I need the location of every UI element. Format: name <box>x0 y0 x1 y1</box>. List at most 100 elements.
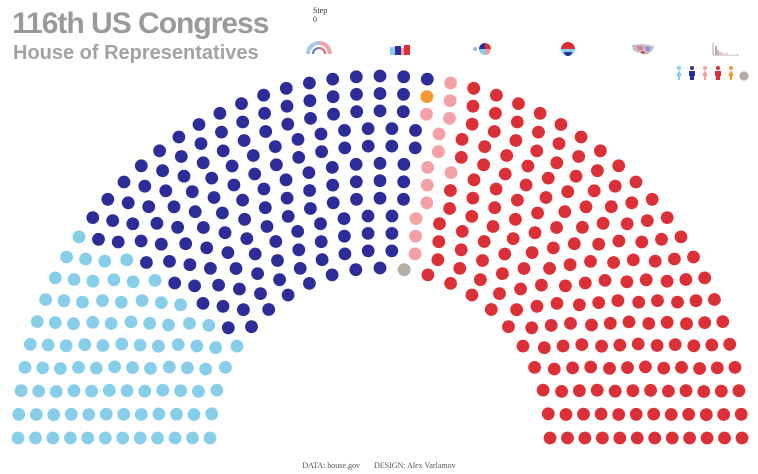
seat[interactable] <box>258 201 272 215</box>
seat[interactable] <box>433 217 446 231</box>
seat[interactable] <box>564 317 577 330</box>
seat[interactable] <box>630 431 644 445</box>
seat[interactable] <box>697 385 711 398</box>
seat[interactable] <box>151 431 165 445</box>
seat[interactable] <box>72 230 86 244</box>
seat[interactable] <box>338 141 352 155</box>
seat[interactable] <box>385 122 399 135</box>
seat[interactable] <box>585 318 598 332</box>
seat[interactable] <box>108 360 121 374</box>
seat[interactable] <box>120 253 134 267</box>
seat[interactable] <box>596 216 610 230</box>
seat[interactable] <box>207 191 221 204</box>
seat[interactable] <box>126 361 139 374</box>
seat[interactable] <box>237 134 251 147</box>
seat[interactable] <box>49 385 63 398</box>
seat[interactable] <box>221 246 235 259</box>
seat[interactable] <box>79 252 92 266</box>
seat[interactable] <box>215 125 228 139</box>
seat[interactable] <box>179 237 193 251</box>
seat[interactable] <box>385 227 399 240</box>
seat[interactable] <box>443 202 456 215</box>
seat[interactable] <box>92 232 105 246</box>
seat[interactable] <box>259 125 273 138</box>
seat[interactable] <box>373 174 387 188</box>
seat[interactable] <box>281 210 295 223</box>
seat[interactable] <box>443 94 457 108</box>
seat[interactable] <box>454 243 468 257</box>
seat[interactable] <box>598 274 612 287</box>
seat[interactable] <box>48 271 62 285</box>
seat[interactable] <box>183 317 196 330</box>
seat[interactable] <box>134 234 148 248</box>
seat[interactable] <box>326 90 340 104</box>
seat[interactable] <box>409 123 422 137</box>
seat[interactable] <box>361 209 375 223</box>
seat[interactable] <box>292 243 306 257</box>
seat[interactable] <box>303 277 316 290</box>
seat[interactable] <box>577 407 590 421</box>
seat[interactable] <box>644 383 657 397</box>
seat[interactable] <box>603 316 617 330</box>
seat[interactable] <box>488 201 502 215</box>
seat[interactable] <box>467 81 481 95</box>
seat[interactable] <box>519 178 533 192</box>
seat[interactable] <box>156 164 170 178</box>
seat[interactable] <box>350 87 363 101</box>
seat[interactable] <box>397 157 411 171</box>
seat[interactable] <box>361 122 375 135</box>
seat[interactable] <box>212 278 226 292</box>
seat[interactable] <box>554 118 568 131</box>
seat[interactable] <box>396 105 410 119</box>
seat[interactable] <box>693 362 706 375</box>
seat[interactable] <box>569 169 583 183</box>
seat[interactable] <box>152 339 165 353</box>
seat[interactable] <box>221 321 235 335</box>
seat[interactable] <box>674 230 688 244</box>
circle-view-button[interactable] <box>553 40 583 60</box>
seat[interactable] <box>202 319 216 332</box>
seat[interactable] <box>190 339 204 353</box>
seat[interactable] <box>133 338 147 352</box>
seat[interactable] <box>168 276 182 290</box>
seat[interactable] <box>154 296 168 309</box>
seat[interactable] <box>432 145 445 159</box>
seat[interactable] <box>280 191 294 205</box>
seat[interactable] <box>665 431 679 445</box>
seat[interactable] <box>159 184 173 198</box>
seat[interactable] <box>262 303 276 316</box>
seat[interactable] <box>12 407 26 421</box>
seat[interactable] <box>41 338 55 352</box>
legend-democrat-male[interactable] <box>688 66 696 85</box>
seat[interactable] <box>154 237 168 251</box>
seat[interactable] <box>718 431 731 445</box>
seat[interactable] <box>645 192 659 206</box>
seat[interactable] <box>216 144 230 158</box>
seat[interactable] <box>293 262 307 275</box>
seat[interactable] <box>273 273 286 287</box>
seat[interactable] <box>238 212 252 226</box>
seat[interactable] <box>281 288 295 302</box>
seat[interactable] <box>476 254 489 267</box>
seat[interactable] <box>477 158 490 172</box>
seat[interactable] <box>517 262 531 275</box>
seat[interactable] <box>612 159 626 173</box>
seat[interactable] <box>511 193 524 207</box>
seat[interactable] <box>455 225 469 238</box>
seat[interactable] <box>251 267 264 280</box>
seat[interactable] <box>120 384 134 398</box>
seat[interactable] <box>635 235 649 249</box>
seat[interactable] <box>76 295 89 309</box>
seat[interactable] <box>361 227 375 240</box>
seat[interactable] <box>584 255 597 268</box>
seat[interactable] <box>138 384 152 398</box>
seat[interactable] <box>303 76 316 90</box>
seat[interactable] <box>213 106 227 120</box>
seat[interactable] <box>162 318 175 332</box>
seat[interactable] <box>408 141 422 155</box>
seat[interactable] <box>144 362 157 375</box>
seat[interactable] <box>558 205 572 219</box>
seat[interactable] <box>104 317 118 330</box>
seat[interactable] <box>607 256 620 269</box>
seat[interactable] <box>338 123 351 137</box>
